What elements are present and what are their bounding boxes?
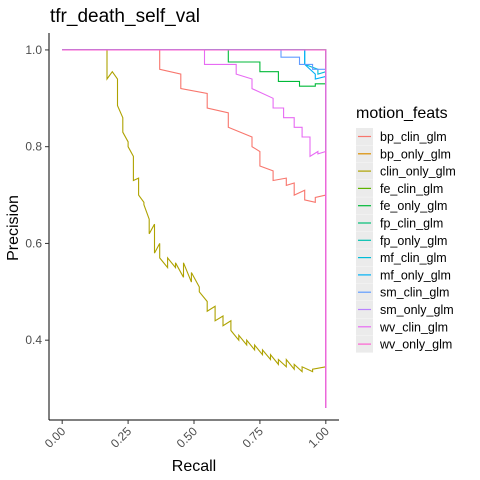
series-line-wv_clin_glm <box>62 49 327 408</box>
series-line-sm_only_glm <box>62 49 327 408</box>
plot-area <box>62 49 327 408</box>
legend-label-mf_clin_glm: mf_clin_glm <box>380 251 447 265</box>
legend-label-bp_clin_glm: bp_clin_glm <box>380 130 447 144</box>
x-tick-label: 0.00 <box>42 424 69 451</box>
legend-label-mf_only_glm: mf_only_glm <box>380 268 451 282</box>
x-tick-label: 0.50 <box>174 424 201 451</box>
y-axis-title: Precision <box>5 195 22 261</box>
y-tick-label: 0.8 <box>25 140 42 154</box>
chart-title: tfr_death_self_val <box>50 6 200 27</box>
legend-label-fp_clin_glm: fp_clin_glm <box>380 217 443 231</box>
legend: motion_feats bp_clin_glm bp_only_glm clin_… <box>356 105 456 353</box>
legend-label-wv_only_glm: wv_only_glm <box>379 338 452 352</box>
x-tick-label: 0.25 <box>108 424 135 451</box>
series-line-wv_only_glm <box>62 49 327 408</box>
legend-label-fe_clin_glm: fe_clin_glm <box>380 182 443 196</box>
x-tick-label: 1.00 <box>306 424 333 451</box>
legend-label-bp_only_glm: bp_only_glm <box>380 147 451 161</box>
legend-label-sm_only_glm: sm_only_glm <box>380 303 454 317</box>
y-tick-label: 0.4 <box>25 333 42 347</box>
y-tick-label: 1.0 <box>25 43 42 57</box>
legend-label-sm_clin_glm: sm_clin_glm <box>380 286 449 300</box>
series-line-fp_clin_glm <box>62 49 327 408</box>
series-line-mf_clin_glm <box>62 49 327 408</box>
series-line-clin_only_glm <box>62 49 326 373</box>
series-line-fp_only_glm <box>62 49 327 408</box>
series-line-fe_clin_glm <box>62 49 327 408</box>
legend-title: motion_feats <box>356 105 448 122</box>
axes: 0.4 0.6 0.8 1.0 0.00 0.25 0.50 0.75 1.00 <box>25 33 339 451</box>
x-axis-title: Recall <box>172 458 216 475</box>
legend-label-fp_only_glm: fp_only_glm <box>380 234 447 248</box>
series-line-bp_clin_glm <box>62 49 327 408</box>
series-line-fe_only_glm <box>62 49 327 408</box>
series-line-sm_clin_glm <box>62 49 327 408</box>
legend-label-clin_only_glm: clin_only_glm <box>380 165 456 179</box>
y-tick-label: 0.6 <box>25 236 42 250</box>
x-tick-label: 0.75 <box>240 424 267 451</box>
series-line-mf_only_glm <box>62 49 327 408</box>
legend-label-wv_clin_glm: wv_clin_glm <box>379 320 448 334</box>
legend-label-fe_only_glm: fe_only_glm <box>380 199 447 213</box>
series-line-bp_only_glm <box>62 49 327 408</box>
